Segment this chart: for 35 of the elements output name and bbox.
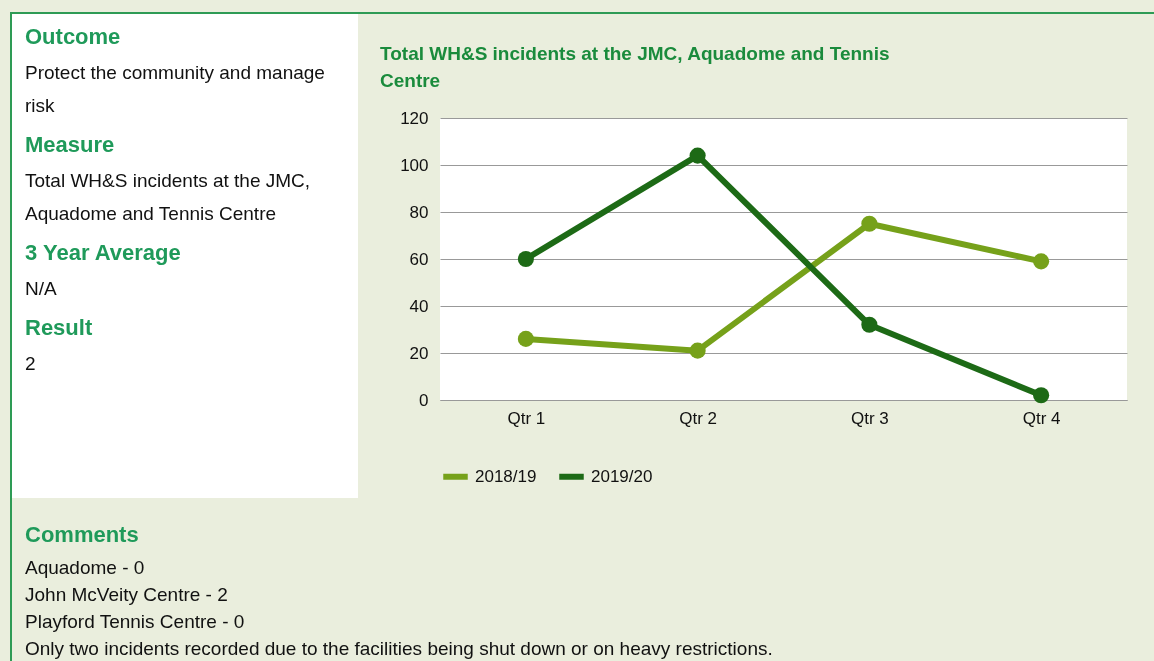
x-tick-label: Qtr 1 (507, 408, 546, 428)
text: Total WH&S incidents at the JMC, Aquadome and Tennis Centre (25, 169, 312, 226)
point (517, 330, 534, 347)
text: Outcome (25, 24, 122, 50)
point (689, 147, 706, 164)
text: Comments (25, 522, 140, 548)
text: 3 Year Average (25, 240, 182, 266)
point (517, 250, 534, 268)
text: N/A (25, 277, 58, 301)
text: Only two incidents recorded due to the facilities being shut down or on heavy restrictions. (25, 637, 773, 661)
y-tick-label: 100 (400, 155, 429, 175)
y-tick-label: 40 (409, 296, 429, 316)
text: Playford Tennis Centre - 0 (25, 610, 246, 634)
point (1033, 253, 1050, 270)
x-tick-label: Qtr 2 (679, 408, 718, 428)
legend-label: 2019/20 (591, 466, 653, 486)
x-tick-label: Qtr 3 (850, 408, 889, 428)
chart-title: Total WH&S incidents at the JMC, Aquadome and Tennis Centre (380, 43, 890, 91)
point (689, 342, 706, 359)
text: Protect the community and manage risk (25, 61, 325, 118)
text: John McVeity Centre - 2 (25, 583, 229, 607)
y-tick-label: 120 (400, 108, 429, 128)
y-tick-label: 60 (409, 249, 429, 269)
text: Aquadome - 0 (25, 556, 146, 580)
x-tick-label: Qtr 4 (1022, 408, 1061, 428)
text: Result (25, 315, 94, 341)
text: 2 (25, 352, 37, 376)
point (1033, 387, 1050, 404)
y-tick-label: 80 (409, 202, 429, 222)
y-tick-label: 20 (409, 343, 429, 363)
text: Measure (25, 132, 116, 158)
legend-label: 2018/19 (475, 466, 537, 486)
point (861, 316, 878, 333)
y-tick-label: 0 (419, 390, 429, 410)
point (861, 215, 878, 232)
